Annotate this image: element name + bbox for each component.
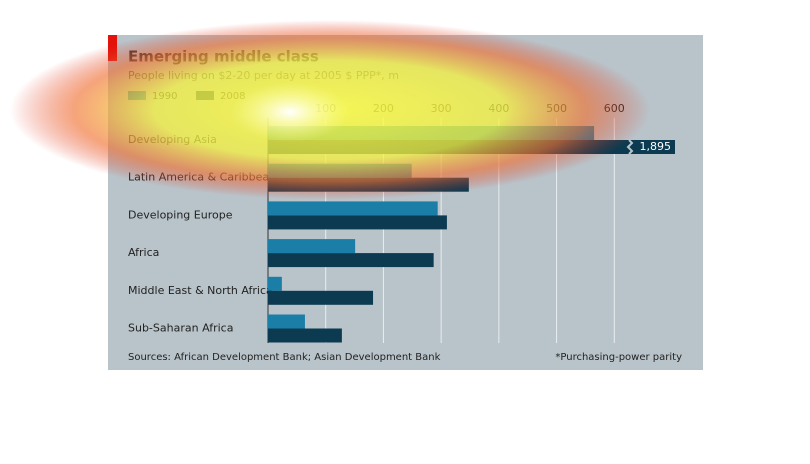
bar <box>268 215 447 230</box>
bar <box>268 253 434 268</box>
bar <box>268 328 342 343</box>
x-tick-label: 300 <box>431 102 452 115</box>
category-label: Africa <box>128 246 159 259</box>
x-tick-label: 100 <box>315 102 336 115</box>
value-label: 1,895 <box>640 140 672 153</box>
legend-label: 2008 <box>220 91 245 102</box>
x-tick-label: 500 <box>546 102 567 115</box>
category-label: Developing Asia <box>128 133 217 146</box>
legend-swatch <box>128 91 146 100</box>
bar <box>268 177 469 192</box>
x-tick-label: 200 <box>373 102 394 115</box>
x-tick-label: 600 <box>604 102 625 115</box>
bar <box>268 163 412 178</box>
footnote: *Purchasing-power parity <box>555 352 682 363</box>
source: Sources: African Development Bank; Asian… <box>128 352 441 363</box>
category-label: Latin America & Caribbean <box>128 171 276 184</box>
legend-label: 1990 <box>152 91 177 102</box>
legend-swatch <box>196 91 214 100</box>
bar <box>268 276 282 291</box>
bar <box>268 314 305 329</box>
chart-title: Emerging middle class <box>128 48 319 66</box>
bar <box>268 290 374 305</box>
red-tab <box>108 35 117 61</box>
bar <box>268 126 595 140</box>
category-label: Developing Europe <box>128 208 233 221</box>
x-tick-label: 400 <box>488 102 509 115</box>
bar <box>268 201 438 216</box>
category-label: Sub-Saharan Africa <box>128 322 233 335</box>
bar <box>268 140 675 154</box>
bar <box>268 239 356 254</box>
subtitle: People living on $2-20 per day at 2005 $… <box>128 69 399 82</box>
category-label: Middle East & North Africa <box>128 284 273 297</box>
